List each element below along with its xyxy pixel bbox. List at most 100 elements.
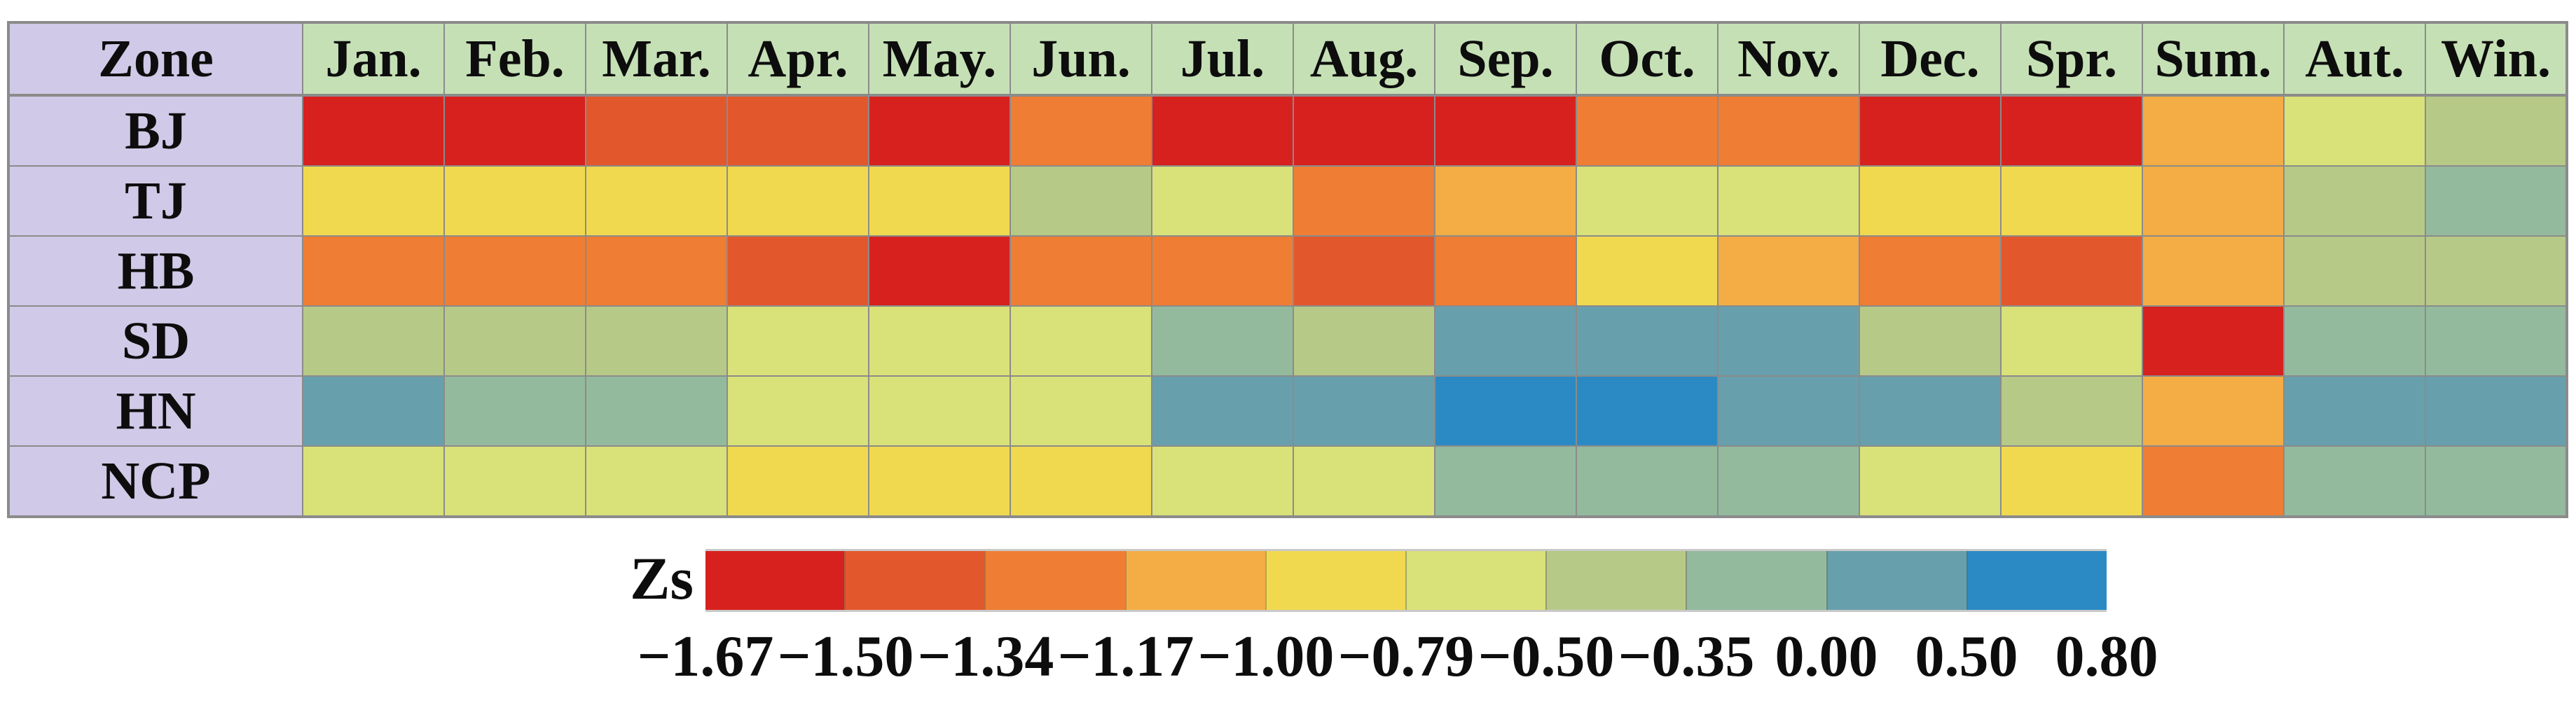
legend-tick-8: 0.00 xyxy=(1775,624,1878,689)
column-header-may: May. xyxy=(868,22,1011,97)
heatmap-cell-sd-aug xyxy=(1293,305,1435,377)
legend-tick-10: 0.80 xyxy=(2055,624,2158,689)
heatmap-cell-tj-aut xyxy=(2283,165,2426,237)
heatmap-cell-tj-jul xyxy=(1151,165,1294,237)
legend-swatch-7 xyxy=(1545,551,1686,610)
table-row-bj: BJ xyxy=(8,94,2568,167)
heatmap-cell-hn-win xyxy=(2425,375,2568,447)
heatmap-cell-sd-may xyxy=(868,305,1011,377)
heatmap-cell-tj-jan xyxy=(302,165,445,237)
heatmap-cell-hn-aug xyxy=(1293,375,1435,447)
column-header-aug: Aug. xyxy=(1293,22,1435,97)
column-header-spr: Spr. xyxy=(2000,22,2143,97)
heatmap-cell-hn-feb xyxy=(443,375,586,447)
heatmap-cell-tj-sum xyxy=(2142,165,2285,237)
legend-tick-9: 0.50 xyxy=(1915,624,2018,689)
heatmap-cell-tj-nov xyxy=(1717,165,1860,237)
legend-swatch-1 xyxy=(705,551,845,610)
table-row-sd: SD xyxy=(8,305,2568,377)
heatmap-cell-hb-jun xyxy=(1010,235,1152,307)
heatmap-cell-hn-nov xyxy=(1717,375,1860,447)
heatmap-cell-ncp-nov xyxy=(1717,445,1860,518)
heatmap-cell-tj-apr xyxy=(726,165,869,237)
heatmap-cell-sd-sum xyxy=(2142,305,2285,377)
column-header-jun: Jun. xyxy=(1010,22,1152,97)
column-header-sum: Sum. xyxy=(2142,22,2285,97)
heatmap-cell-bj-sum xyxy=(2142,94,2285,167)
heatmap-table: Zone Jan. Feb. Mar. Apr. May. Jun. Jul. Aug. Sep… xyxy=(7,21,2568,518)
heatmap-cell-bj-mar xyxy=(585,94,728,167)
heatmap-cell-sd-sep xyxy=(1434,305,1577,377)
legend-swatch-8 xyxy=(1686,551,1826,610)
heatmap-cell-hb-mar xyxy=(585,235,728,307)
heatmap-cell-sd-spr xyxy=(2000,305,2143,377)
table-row-ncp: NCP xyxy=(8,445,2568,518)
column-header-dec: Dec. xyxy=(1859,22,2002,97)
heatmap-cell-hn-aut xyxy=(2283,375,2426,447)
heatmap-cell-tj-win xyxy=(2425,165,2568,237)
heatmap-cell-hn-jan xyxy=(302,375,445,447)
legend-tick-0: −1.67 xyxy=(637,624,774,689)
heatmap-cell-hn-oct xyxy=(1576,375,1719,447)
table-row-hb: HB xyxy=(8,235,2568,307)
heatmap-cell-hn-may xyxy=(868,375,1011,447)
column-header-mar: Mar. xyxy=(585,22,728,97)
heatmap-cell-hb-feb xyxy=(443,235,586,307)
legend-title: Zs xyxy=(630,545,694,612)
heatmap-cell-hb-apr xyxy=(726,235,869,307)
legend-swatch-5 xyxy=(1265,551,1406,610)
heatmap-cell-ncp-sep xyxy=(1434,445,1577,518)
heatmap-cell-hn-sep xyxy=(1434,375,1577,447)
heatmap-cell-hb-aug xyxy=(1293,235,1435,307)
heatmap-cell-ncp-jan xyxy=(302,445,445,518)
heatmap-cell-tj-aug xyxy=(1293,165,1435,237)
row-label-tj: TJ xyxy=(8,165,303,237)
heatmap-cell-hb-may xyxy=(868,235,1011,307)
heatmap-cell-hb-jul xyxy=(1151,235,1294,307)
column-header-jul: Jul. xyxy=(1151,22,1294,97)
column-header-sep: Sep. xyxy=(1434,22,1577,97)
legend-swatch-10 xyxy=(1966,551,2107,610)
heatmap-cell-bj-apr xyxy=(726,94,869,167)
heatmap-cell-hn-sum xyxy=(2142,375,2285,447)
heatmap-cell-ncp-aug xyxy=(1293,445,1435,518)
heatmap-cell-sd-jun xyxy=(1010,305,1152,377)
heatmap-body: BJ TJ HB SD HN NCP xyxy=(8,94,2568,518)
heatmap-cell-hn-mar xyxy=(585,375,728,447)
heatmap-cell-hb-jan xyxy=(302,235,445,307)
column-header-aut: Aut. xyxy=(2283,22,2426,97)
heatmap-cell-sd-apr xyxy=(726,305,869,377)
heatmap-cell-hb-sum xyxy=(2142,235,2285,307)
heatmap-cell-bj-spr xyxy=(2000,94,2143,167)
column-header-nov: Nov. xyxy=(1717,22,1860,97)
heatmap-cell-bj-nov xyxy=(1717,94,1860,167)
heatmap-cell-sd-win xyxy=(2425,305,2568,377)
heatmap-cell-sd-dec xyxy=(1859,305,2002,377)
heatmap-cell-bj-aug xyxy=(1293,94,1435,167)
heatmap-cell-ncp-feb xyxy=(443,445,586,518)
heatmap-cell-tj-may xyxy=(868,165,1011,237)
heatmap-cell-sd-aut xyxy=(2283,305,2426,377)
column-header-win: Win. xyxy=(2425,22,2568,97)
heatmap-cell-ncp-spr xyxy=(2000,445,2143,518)
heatmap-cell-hb-win xyxy=(2425,235,2568,307)
heatmap-cell-hb-sep xyxy=(1434,235,1577,307)
zone-header-cell: Zone xyxy=(8,22,303,97)
heatmap-cell-ncp-may xyxy=(868,445,1011,518)
heatmap-cell-sd-jul xyxy=(1151,305,1294,377)
heatmap-cell-hn-apr xyxy=(726,375,869,447)
heatmap-cell-tj-feb xyxy=(443,165,586,237)
heatmap-cell-hn-jun xyxy=(1010,375,1152,447)
heatmap-cell-bj-feb xyxy=(443,94,586,167)
table-row-hn: HN xyxy=(8,375,2568,447)
heatmap-cell-tj-jun xyxy=(1010,165,1152,237)
legend-swatch-4 xyxy=(1124,551,1265,610)
legend-tick-4: −1.00 xyxy=(1197,624,1335,689)
heatmap-cell-sd-mar xyxy=(585,305,728,377)
column-header-oct: Oct. xyxy=(1576,22,1719,97)
row-label-bj: BJ xyxy=(8,94,303,167)
legend-swatch-9 xyxy=(1826,551,1967,610)
row-label-hn: HN xyxy=(8,375,303,447)
column-header-feb: Feb. xyxy=(443,22,586,97)
